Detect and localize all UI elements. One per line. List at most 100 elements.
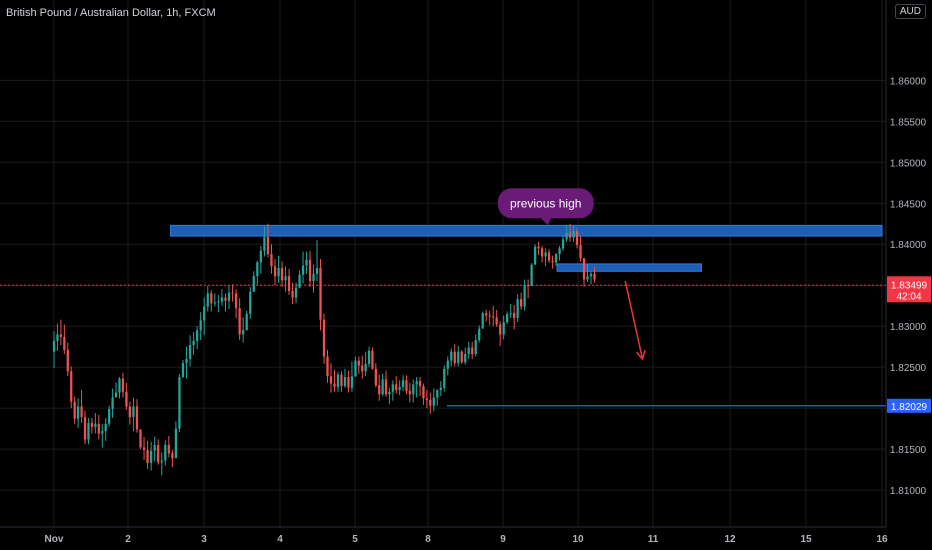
- candle-body: [429, 399, 432, 406]
- price-axis[interactable]: 1.860001.855001.850001.845001.840001.835…: [887, 76, 931, 497]
- candle-body: [178, 377, 181, 429]
- candle-body: [291, 290, 294, 298]
- y-tick-label: 1.84500: [890, 199, 927, 210]
- candle-body: [329, 376, 333, 384]
- bar-countdown: 42:04: [896, 291, 921, 302]
- candle-body: [188, 345, 192, 359]
- candle-body: [298, 274, 301, 288]
- annotation-pointer: [539, 217, 552, 226]
- small-zone[interactable]: [556, 263, 703, 272]
- candle-body: [301, 265, 305, 275]
- candle-body: [203, 306, 206, 321]
- x-tick-label: 3: [201, 534, 207, 545]
- candle-body: [554, 254, 558, 263]
- candle-body: [471, 347, 474, 355]
- candle-body: [582, 258, 586, 280]
- candle-body: [149, 450, 153, 464]
- candle-body: [128, 406, 132, 418]
- candle-body: [326, 356, 329, 377]
- y-tick-label: 1.85000: [890, 158, 927, 169]
- candle-body: [280, 268, 284, 281]
- zones-layer: [170, 224, 883, 272]
- candle-body: [146, 449, 149, 464]
- candle-body: [478, 328, 481, 341]
- time-axis-background: [0, 527, 932, 550]
- candle-body: [199, 320, 202, 331]
- candle-body: [551, 260, 554, 263]
- candle-body: [547, 252, 551, 261]
- candle-body: [495, 317, 498, 325]
- candle-body: [142, 447, 146, 450]
- candle-body: [220, 297, 224, 302]
- candle-body: [185, 358, 188, 364]
- candle-body: [210, 293, 213, 304]
- candle-body: [492, 316, 495, 318]
- candle-body: [361, 365, 364, 372]
- candle-body: [336, 374, 340, 387]
- candle-body: [350, 376, 354, 388]
- candle-body: [481, 313, 484, 329]
- candle-body: [87, 422, 90, 440]
- time-axis[interactable]: Nov 2 3 4 5 8 9 10 11 12 15 16: [45, 534, 888, 545]
- candle-body: [70, 371, 73, 402]
- candle-body: [499, 324, 502, 335]
- candle-body: [579, 245, 582, 259]
- chart-title: British Pound / Australian Dollar, 1h, F…: [6, 7, 216, 19]
- candle-body: [374, 368, 377, 386]
- candle-body: [467, 347, 470, 355]
- candle-body: [270, 254, 273, 267]
- x-tick-label: 15: [800, 534, 812, 545]
- resistance-zone[interactable]: [170, 224, 883, 237]
- candle-body: [157, 445, 160, 463]
- candle-body: [263, 236, 266, 251]
- arrow-head: [636, 350, 646, 361]
- annotation-layer: previous high: [497, 188, 594, 226]
- currency-badge[interactable]: AUD: [894, 4, 926, 19]
- candle-body: [252, 276, 255, 292]
- candle-body: [196, 330, 199, 341]
- candle-body: [443, 368, 446, 388]
- y-tick-label: 1.82500: [890, 363, 927, 374]
- candle-body: [506, 313, 509, 323]
- candle-body: [485, 313, 488, 316]
- annotation-bubble[interactable]: [497, 188, 594, 219]
- x-tick-label: 11: [648, 534, 659, 545]
- chart-grid: [0, 0, 886, 527]
- candle-body: [415, 381, 418, 385]
- candle-body: [388, 391, 391, 395]
- candle-body: [121, 378, 125, 392]
- y-tick-label: 1.83000: [890, 322, 927, 333]
- candle-body: [167, 445, 170, 454]
- candle-body: [319, 268, 322, 320]
- candle-body: [80, 406, 83, 418]
- candle-body: [181, 363, 185, 378]
- candle-body: [343, 377, 347, 387]
- candle-body: [333, 383, 336, 387]
- candle-body: [315, 268, 319, 274]
- candle-body: [213, 302, 216, 304]
- candle-body: [450, 351, 453, 361]
- y-tick-label: 1.84000: [890, 240, 927, 251]
- candle-body: [418, 381, 422, 387]
- x-tick-label: 8: [425, 534, 431, 545]
- candle-body: [422, 386, 425, 399]
- y-tick-label: 1.81500: [890, 445, 927, 456]
- y-tick-label: 1.81000: [890, 486, 927, 497]
- candles-layer: [52, 223, 596, 476]
- candle-body: [101, 431, 104, 434]
- candle-body: [224, 297, 227, 301]
- candle-body: [408, 390, 411, 395]
- candle-body: [114, 392, 118, 398]
- candle-body: [340, 374, 343, 387]
- x-tick-label: 12: [724, 534, 736, 545]
- candle-body: [526, 285, 530, 287]
- candle-body: [464, 354, 467, 363]
- candle-body: [516, 299, 519, 319]
- candle-body: [453, 351, 456, 364]
- candle-body: [94, 423, 97, 428]
- candle-body: [227, 292, 231, 301]
- candle-body: [90, 422, 94, 428]
- candle-body: [76, 406, 80, 419]
